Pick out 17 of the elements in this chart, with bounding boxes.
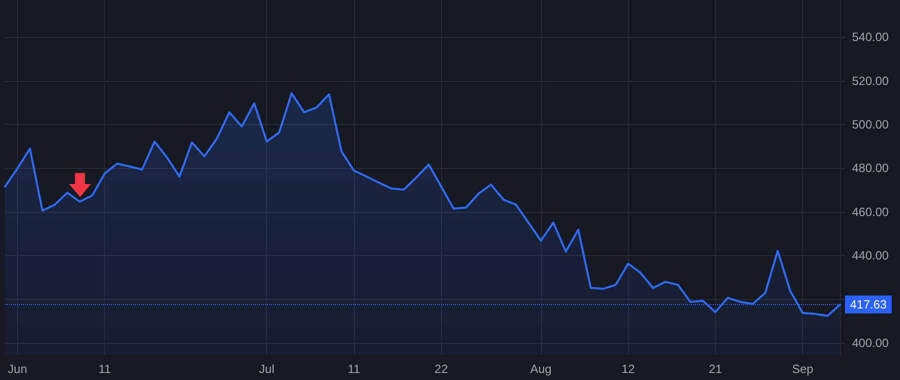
x-tick-label: Jun (8, 362, 28, 376)
ref-line-label: 417.63 (850, 297, 888, 312)
y-tick-label: 460.00 (852, 204, 890, 219)
y-tick-label: 500.00 (852, 118, 890, 132)
x-tick-label: Sep (792, 362, 814, 376)
y-tick-label: 480.00 (852, 161, 890, 176)
x-tick-label: 11 (348, 362, 361, 376)
y-tick-label: 540.00 (852, 30, 890, 44)
y-tick-label: 400.00 (852, 336, 890, 350)
x-tick-label: 11 (98, 362, 112, 376)
x-tick-label: 12 (621, 362, 636, 376)
x-tick-label: Jul (259, 362, 274, 376)
y-tick-label: 440.00 (852, 248, 890, 263)
x-tick-label: 22 (434, 362, 448, 376)
y-tick-label: 520.00 (852, 74, 890, 88)
x-tick-label: 21 (708, 362, 722, 376)
x-tick-label: Aug (530, 362, 552, 376)
